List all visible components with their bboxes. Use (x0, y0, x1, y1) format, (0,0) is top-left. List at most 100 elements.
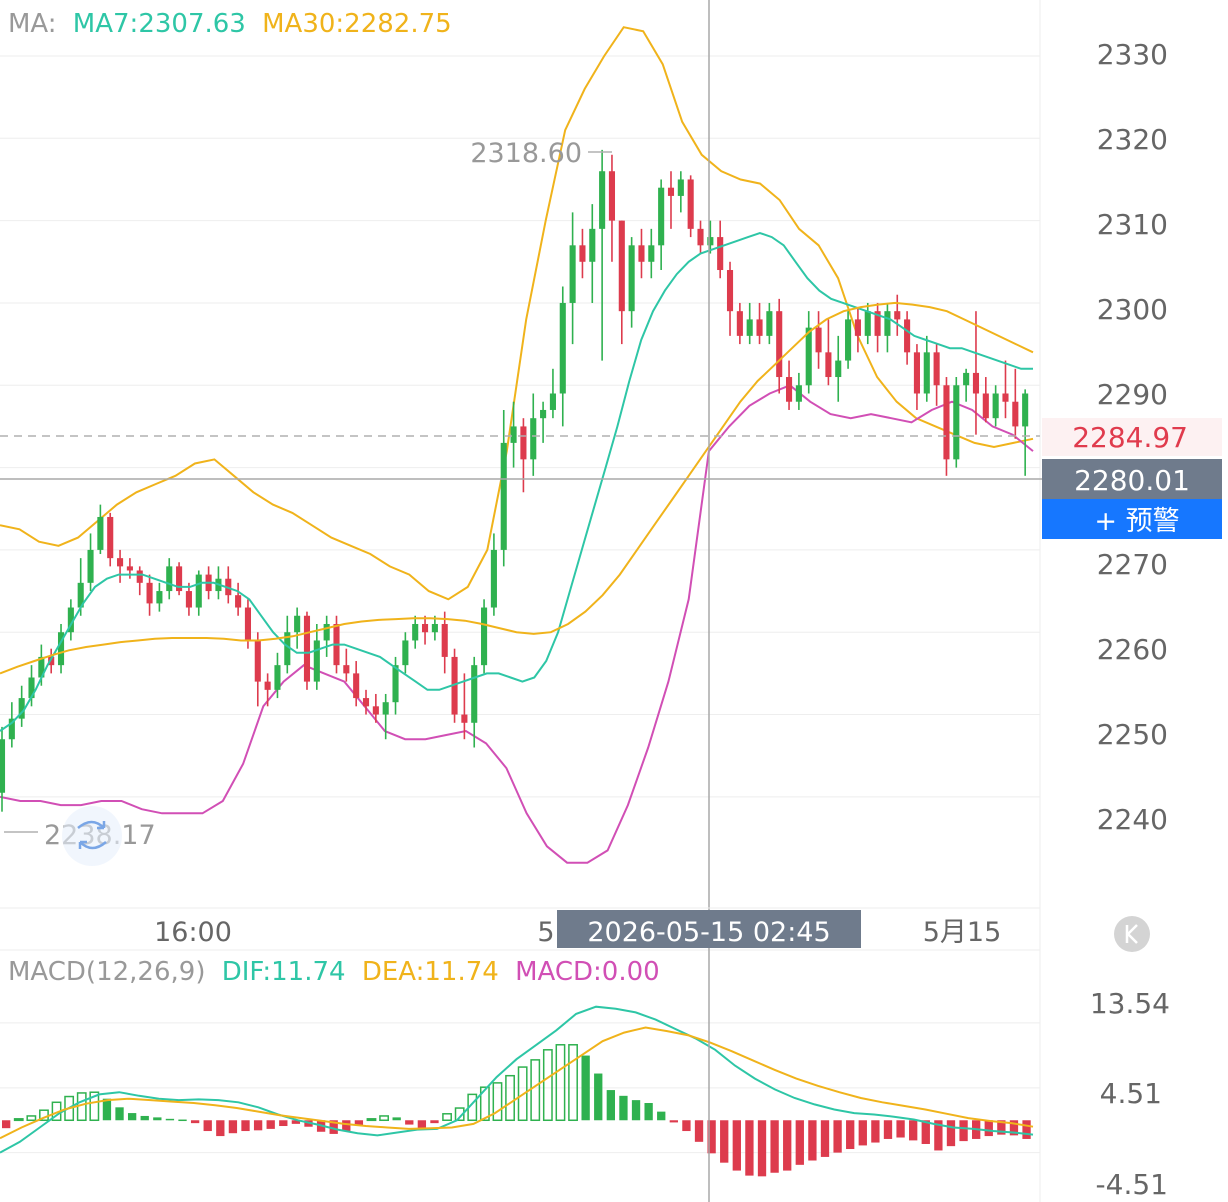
candle[interactable] (874, 302, 881, 353)
candle[interactable] (913, 344, 920, 410)
candle[interactable] (136, 566, 143, 596)
candle[interactable] (303, 611, 311, 690)
candle[interactable] (815, 311, 822, 369)
candle[interactable] (599, 149, 606, 361)
candle[interactable] (1022, 389, 1029, 476)
candle[interactable] (146, 574, 153, 616)
candle[interactable] (0, 726, 6, 812)
candle[interactable] (707, 220, 714, 254)
candle[interactable] (382, 693, 389, 740)
candle[interactable] (658, 179, 665, 271)
candle[interactable] (107, 512, 114, 567)
candle[interactable] (195, 570, 202, 616)
candle[interactable] (648, 228, 655, 279)
candle[interactable] (992, 385, 999, 427)
candle[interactable] (864, 302, 871, 345)
alert-button[interactable]: + 预警 (1042, 499, 1222, 539)
candle[interactable] (225, 566, 232, 604)
candle[interactable] (441, 611, 448, 674)
candle[interactable] (835, 335, 842, 402)
candle[interactable] (8, 702, 15, 748)
candle[interactable] (530, 393, 537, 476)
candle[interactable] (451, 648, 458, 723)
candle[interactable] (166, 558, 173, 600)
candle[interactable] (28, 665, 35, 707)
candle[interactable] (677, 171, 684, 213)
candle[interactable] (687, 175, 694, 238)
candle[interactable] (667, 171, 675, 229)
candle[interactable] (490, 533, 497, 616)
candle[interactable] (264, 673, 271, 707)
candle[interactable] (156, 582, 163, 612)
candle[interactable] (904, 311, 911, 365)
candlesticks[interactable] (0, 149, 1029, 812)
candle[interactable] (795, 372, 802, 410)
candle[interactable] (845, 311, 852, 369)
candle[interactable] (372, 693, 379, 723)
candle[interactable] (923, 335, 930, 402)
candle[interactable] (1012, 368, 1019, 439)
candle[interactable] (756, 302, 763, 345)
candle[interactable] (254, 632, 261, 707)
candle[interactable] (805, 311, 812, 394)
candle[interactable] (1002, 360, 1009, 419)
candle[interactable] (717, 220, 724, 279)
candle[interactable] (894, 294, 901, 336)
candle[interactable] (313, 623, 320, 690)
candle[interactable] (392, 656, 399, 715)
candle[interactable] (126, 558, 133, 579)
candle[interactable] (982, 377, 989, 423)
candle[interactable] (481, 599, 488, 674)
candle[interactable] (540, 401, 547, 443)
refresh-icon[interactable] (62, 806, 122, 866)
candle[interactable] (559, 286, 566, 427)
candle[interactable] (618, 220, 625, 345)
candle[interactable] (943, 377, 950, 476)
candle[interactable] (97, 504, 104, 555)
candle[interactable] (520, 418, 527, 493)
collapse-icon-circle[interactable] (1114, 916, 1150, 952)
candle[interactable] (608, 154, 616, 262)
candle[interactable] (185, 582, 192, 616)
candle[interactable] (854, 307, 861, 353)
candle[interactable] (746, 302, 753, 345)
candle[interactable] (500, 409, 507, 567)
candle[interactable] (510, 401, 517, 468)
candle[interactable] (412, 615, 419, 649)
candle[interactable] (353, 661, 360, 707)
candle[interactable] (461, 673, 468, 740)
candle[interactable] (638, 228, 645, 279)
alert-button-bg[interactable] (1042, 499, 1222, 539)
candle[interactable] (431, 615, 438, 641)
candle[interactable] (569, 212, 576, 345)
candle[interactable] (67, 599, 74, 641)
candle[interactable] (697, 220, 704, 254)
candle[interactable] (972, 311, 980, 435)
candle[interactable] (589, 204, 596, 303)
candle[interactable] (963, 368, 970, 402)
candle[interactable] (284, 615, 291, 674)
candle[interactable] (628, 237, 635, 328)
candle[interactable] (776, 298, 783, 394)
alert-button-label[interactable]: + 预警 (1094, 506, 1179, 537)
candle[interactable] (471, 656, 478, 748)
candle[interactable] (549, 368, 556, 419)
candle[interactable] (57, 623, 65, 674)
candle[interactable] (825, 319, 832, 386)
candle[interactable] (274, 652, 281, 699)
candle[interactable] (579, 228, 586, 279)
candle[interactable] (294, 607, 301, 649)
candle[interactable] (785, 360, 793, 410)
candle[interactable] (48, 648, 55, 674)
collapse-icon[interactable] (1114, 916, 1150, 952)
candle[interactable] (18, 685, 25, 727)
candle[interactable] (402, 632, 409, 674)
candle[interactable] (766, 302, 773, 345)
candle[interactable] (117, 549, 124, 583)
candle[interactable] (343, 648, 350, 682)
candle[interactable] (726, 261, 734, 336)
candle[interactable] (421, 615, 429, 645)
candle[interactable] (953, 377, 960, 468)
candle[interactable] (933, 344, 940, 406)
